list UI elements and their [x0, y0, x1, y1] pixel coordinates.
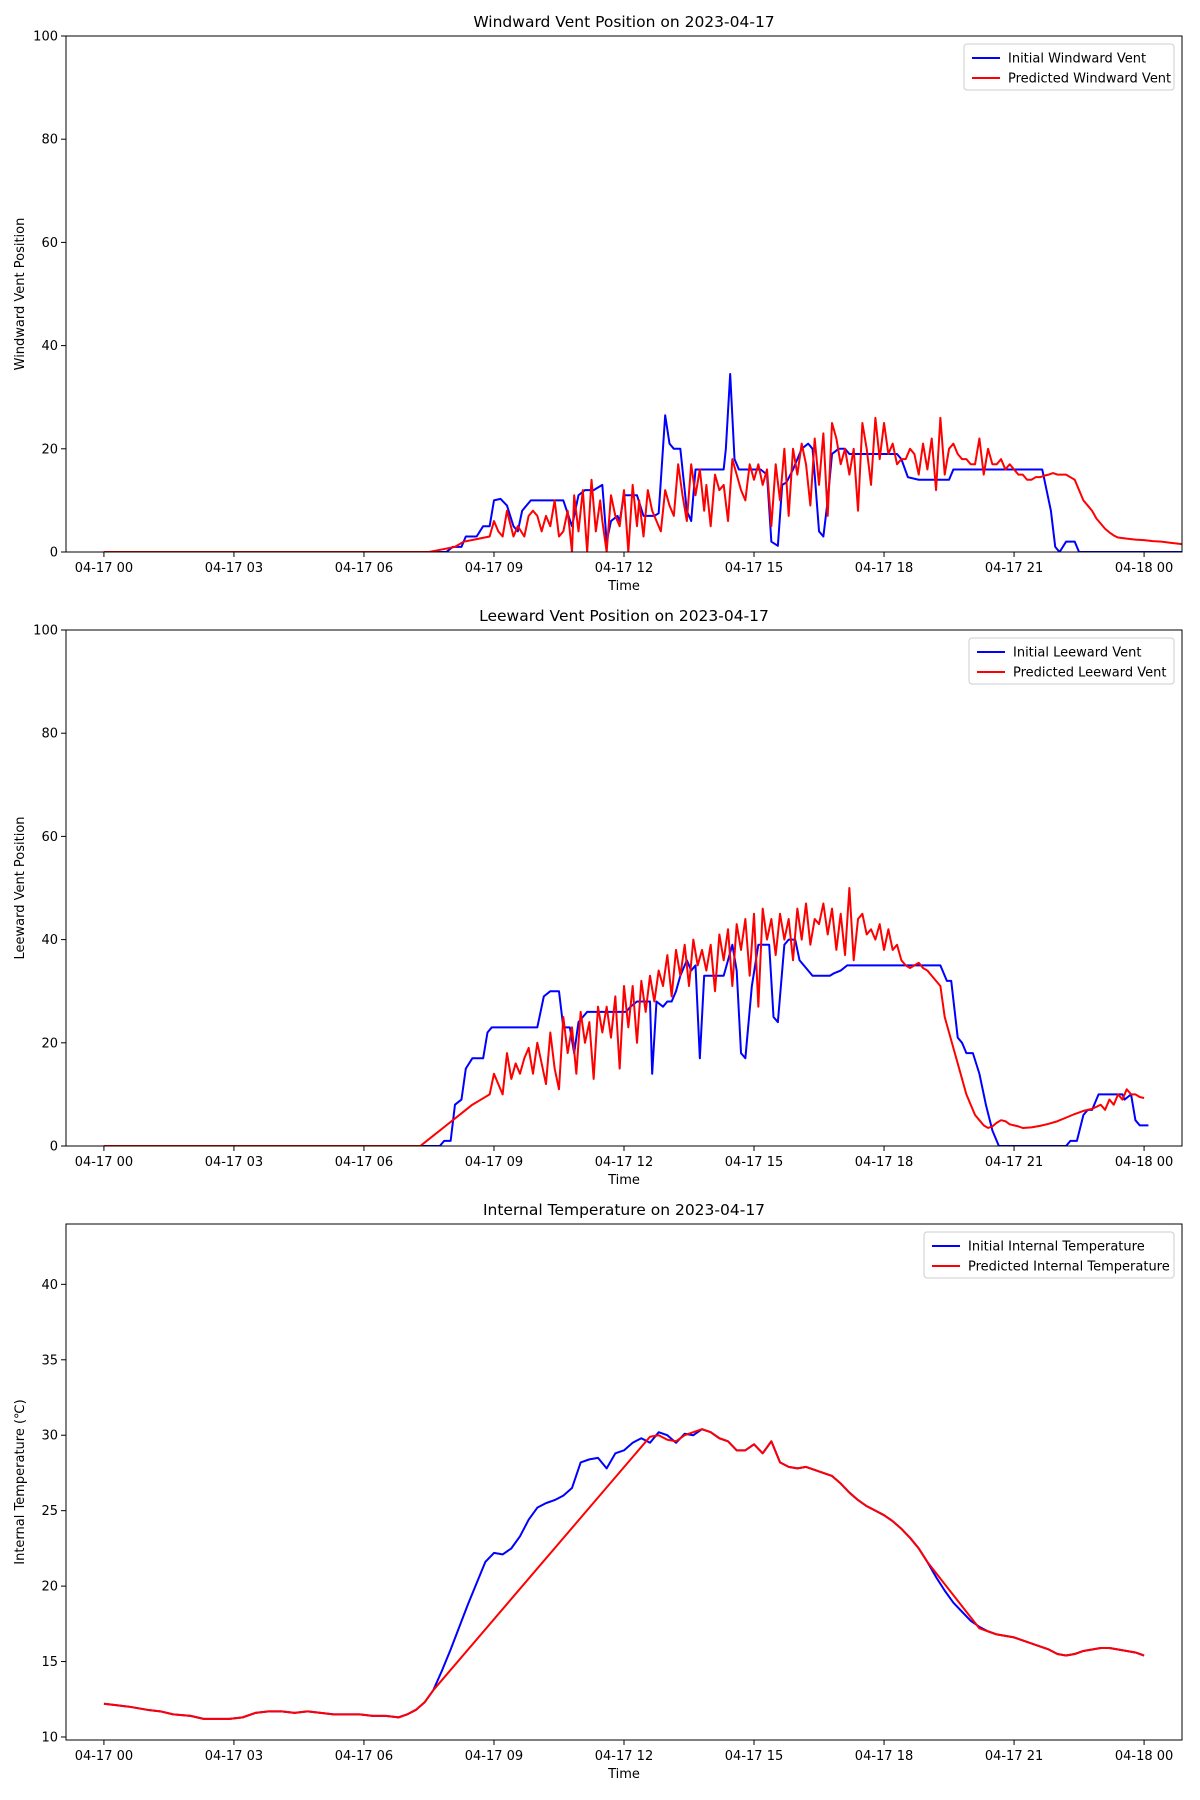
y-tick-label: 30	[41, 1429, 58, 1444]
y-axis-label: Leeward Vent Position	[13, 816, 28, 959]
legend: Initial Windward Vent Predicted Windward …	[963, 43, 1175, 91]
x-tick-label: 04-17 21	[985, 561, 1043, 576]
x-axis-label: Time	[607, 1173, 640, 1188]
y-tick-label: 100	[33, 624, 58, 639]
x-tick-label: 04-17 03	[205, 1155, 263, 1170]
chart-panel-2: Leeward Vent Position on 2023-04-17 04-17…	[13, 607, 1183, 1188]
legend-label: Predicted Windward Vent	[1008, 72, 1171, 87]
x-tick-label: 04-17 06	[335, 1749, 393, 1764]
y-tick-label: 20	[41, 442, 58, 457]
y-tick-label: 80	[41, 727, 58, 742]
y-tick-label: 40	[41, 339, 58, 354]
y-tick-label: 40	[41, 1278, 58, 1293]
chart-title: Windward Vent Position on 2023-04-17	[473, 13, 774, 31]
x-tick-label: 04-17 18	[855, 1749, 913, 1764]
x-tick-label: 04-17 15	[725, 561, 783, 576]
y-tick-label: 10	[41, 1730, 58, 1745]
series-line-predicted	[103, 887, 1145, 1146]
y-tick-label: 40	[41, 933, 58, 948]
legend-label: Initial Windward Vent	[1008, 52, 1146, 67]
x-tick-label: 04-17 18	[855, 1155, 913, 1170]
y-tick-label: 60	[41, 830, 58, 845]
legend-label: Predicted Leeward Vent	[1013, 666, 1167, 681]
y-tick-label: 0	[50, 546, 58, 561]
x-tick-label: 04-18 00	[1115, 1749, 1173, 1764]
series-line-predicted	[103, 416, 1182, 552]
y-tick-label: 100	[33, 30, 58, 45]
x-tick-label: 04-17 12	[595, 1749, 653, 1764]
axes-frame	[65, 629, 1183, 1147]
x-axis-label: Time	[607, 1767, 640, 1782]
x-tick-label: 04-17 00	[75, 1155, 133, 1170]
y-tick-label: 80	[41, 133, 58, 148]
x-tick-label: 04-17 06	[335, 561, 393, 576]
legend-box	[968, 637, 1175, 685]
series-line-initial	[103, 938, 1149, 1146]
axes-frame	[65, 35, 1183, 553]
legend-label: Initial Leeward Vent	[1013, 646, 1141, 661]
x-tick-label: 04-17 18	[855, 561, 913, 576]
legend-label: Predicted Internal Temperature	[968, 1260, 1170, 1275]
x-tick-label: 04-17 09	[465, 1155, 523, 1170]
y-axis-label: Windward Vent Position	[13, 218, 28, 371]
x-tick-label: 04-17 21	[985, 1749, 1043, 1764]
x-tick-label: 04-17 03	[205, 1749, 263, 1764]
y-tick-label: 20	[41, 1580, 58, 1595]
x-axis-label: Time	[607, 579, 640, 594]
y-tick-label: 25	[41, 1504, 58, 1519]
x-tick-label: 04-17 00	[75, 561, 133, 576]
y-axis-label: Internal Temperature (℃)	[13, 1399, 28, 1564]
chart-panel-1: Windward Vent Position on 2023-04-17 04-1…	[13, 13, 1183, 594]
legend-label: Initial Internal Temperature	[968, 1240, 1145, 1255]
y-tick-label: 60	[41, 236, 58, 251]
x-tick-label: 04-17 09	[465, 561, 523, 576]
x-tick-label: 04-17 15	[725, 1749, 783, 1764]
x-tick-label: 04-17 12	[595, 1155, 653, 1170]
chart-title: Leeward Vent Position on 2023-04-17	[479, 607, 769, 625]
y-tick-label: 0	[50, 1140, 58, 1155]
legend: Initial Internal Temperature Predicted In…	[923, 1231, 1175, 1279]
x-tick-label: 04-17 00	[75, 1749, 133, 1764]
y-tick-label: 35	[41, 1353, 58, 1368]
legend-box	[963, 43, 1175, 91]
x-tick-label: 04-17 15	[725, 1155, 783, 1170]
series-line-predicted	[103, 1428, 1145, 1720]
chart-panel-3: Internal Temperature on 2023-04-17 04-17 …	[13, 1201, 1183, 1782]
y-tick-label: 20	[41, 1036, 58, 1051]
x-tick-label: 04-18 00	[1115, 1155, 1173, 1170]
x-tick-label: 04-17 09	[465, 1749, 523, 1764]
x-tick-label: 04-17 06	[335, 1155, 393, 1170]
series-line-initial	[103, 372, 1182, 552]
legend: Initial Leeward Vent Predicted Leeward Ve…	[968, 637, 1175, 685]
chart-title: Internal Temperature on 2023-04-17	[483, 1201, 765, 1219]
x-tick-label: 04-17 21	[985, 1155, 1043, 1170]
legend-box	[923, 1231, 1175, 1279]
y-tick-label: 15	[41, 1655, 58, 1670]
x-tick-label: 04-17 03	[205, 561, 263, 576]
x-tick-label: 04-17 12	[595, 561, 653, 576]
axes-frame	[65, 1223, 1183, 1741]
x-tick-label: 04-18 00	[1115, 561, 1173, 576]
series-line-initial	[103, 1428, 1145, 1720]
